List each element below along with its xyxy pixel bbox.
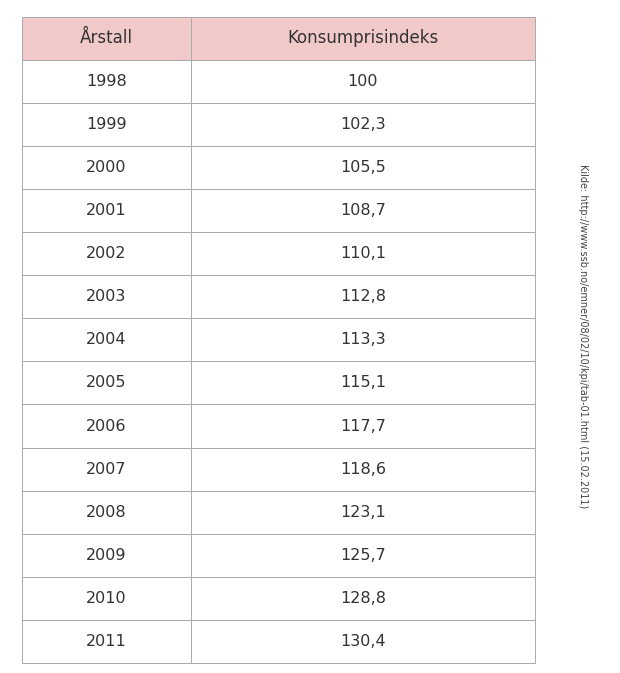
Text: 123,1: 123,1 bbox=[340, 505, 386, 520]
Bar bbox=[191, 146, 534, 189]
Text: 115,1: 115,1 bbox=[340, 376, 386, 390]
Text: 108,7: 108,7 bbox=[340, 203, 386, 218]
Bar bbox=[22, 146, 191, 189]
Text: 1998: 1998 bbox=[86, 74, 127, 89]
Bar bbox=[22, 189, 191, 232]
Bar bbox=[191, 60, 534, 103]
Text: 2000: 2000 bbox=[86, 160, 126, 175]
Bar bbox=[22, 60, 191, 103]
Bar bbox=[22, 361, 191, 404]
Bar bbox=[191, 232, 534, 275]
Bar bbox=[22, 103, 191, 146]
Bar bbox=[191, 361, 534, 404]
Bar bbox=[191, 620, 534, 663]
Text: 130,4: 130,4 bbox=[340, 634, 386, 649]
Text: 125,7: 125,7 bbox=[340, 548, 386, 563]
Text: 102,3: 102,3 bbox=[340, 117, 386, 132]
Text: Årstall: Årstall bbox=[80, 30, 133, 47]
Bar bbox=[22, 577, 191, 620]
Text: 118,6: 118,6 bbox=[340, 462, 386, 476]
Text: 112,8: 112,8 bbox=[340, 289, 386, 304]
Bar bbox=[191, 189, 534, 232]
Text: 100: 100 bbox=[348, 74, 378, 89]
Text: 128,8: 128,8 bbox=[340, 591, 386, 606]
Text: 2009: 2009 bbox=[86, 548, 126, 563]
Bar bbox=[191, 17, 534, 60]
Bar bbox=[22, 17, 191, 60]
Text: 2002: 2002 bbox=[86, 246, 126, 261]
Text: 117,7: 117,7 bbox=[340, 419, 386, 433]
Bar bbox=[22, 620, 191, 663]
Bar bbox=[22, 534, 191, 577]
Bar bbox=[22, 491, 191, 534]
Bar bbox=[191, 103, 534, 146]
Text: 113,3: 113,3 bbox=[340, 332, 386, 347]
Bar bbox=[191, 577, 534, 620]
Text: Kilde: http://www.ssb.no/emner/08/02/10/kpi/tab-01.html (15.02.2011): Kilde: http://www.ssb.no/emner/08/02/10/… bbox=[578, 164, 588, 509]
Text: Konsumprisindeks: Konsumprisindeks bbox=[287, 30, 438, 47]
Bar bbox=[191, 534, 534, 577]
Text: 2001: 2001 bbox=[86, 203, 126, 218]
Text: 110,1: 110,1 bbox=[340, 246, 386, 261]
Bar bbox=[22, 448, 191, 491]
Text: 105,5: 105,5 bbox=[340, 160, 386, 175]
Text: 2008: 2008 bbox=[86, 505, 126, 520]
Text: 2004: 2004 bbox=[86, 332, 126, 347]
Bar bbox=[22, 232, 191, 275]
Bar bbox=[22, 275, 191, 318]
Text: 2003: 2003 bbox=[86, 289, 126, 304]
Text: 2005: 2005 bbox=[86, 376, 126, 390]
Bar bbox=[22, 318, 191, 361]
Text: 2006: 2006 bbox=[86, 419, 126, 433]
Text: 2007: 2007 bbox=[86, 462, 126, 476]
Text: 1999: 1999 bbox=[86, 117, 126, 132]
Bar bbox=[191, 448, 534, 491]
Bar bbox=[191, 404, 534, 448]
Text: 2010: 2010 bbox=[86, 591, 126, 606]
Bar bbox=[191, 275, 534, 318]
Bar bbox=[191, 318, 534, 361]
Bar bbox=[22, 404, 191, 448]
Bar bbox=[191, 491, 534, 534]
Text: 2011: 2011 bbox=[86, 634, 127, 649]
